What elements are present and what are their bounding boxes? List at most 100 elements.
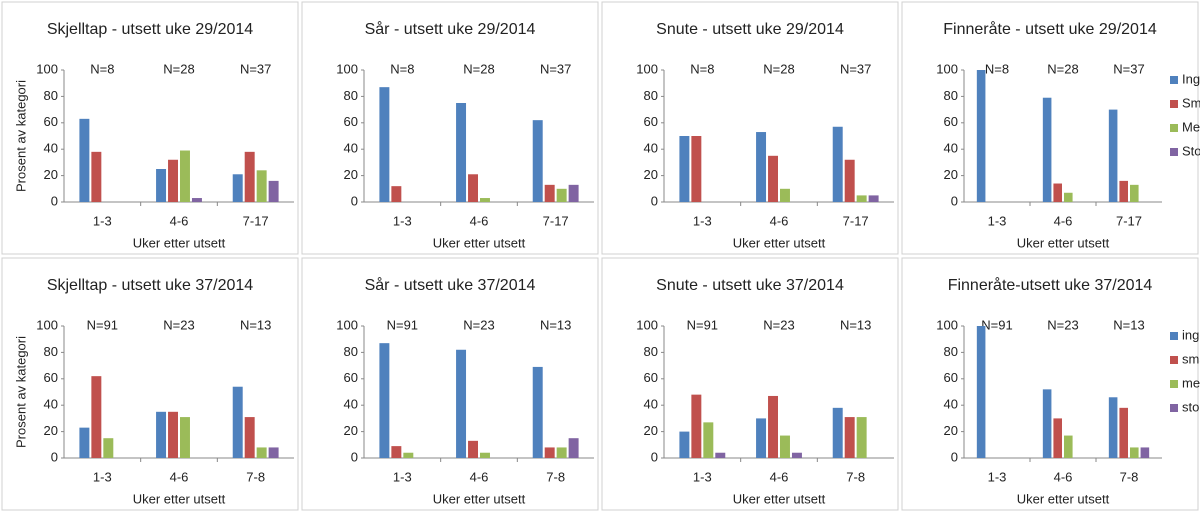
- bar: [391, 446, 402, 458]
- annotation: N=91: [981, 317, 1012, 332]
- bar: [1042, 97, 1052, 202]
- chart-title: Snute - utsett uke 37/2014: [656, 277, 844, 294]
- y-tick-label: 0: [351, 449, 358, 464]
- annotation: N=23: [163, 317, 194, 332]
- x-tick-label: 4-6: [1054, 469, 1073, 484]
- annotation: N=13: [1113, 317, 1144, 332]
- bar: [103, 438, 114, 458]
- panel: [301, 257, 599, 511]
- y-tick-label: 40: [644, 141, 658, 156]
- bar: [1064, 435, 1073, 458]
- panel: [901, 257, 1199, 511]
- bar: [232, 386, 243, 458]
- x-tick-label: 4-6: [770, 213, 789, 228]
- annotation: N=28: [1047, 61, 1078, 76]
- y-tick-label: 20: [344, 167, 358, 182]
- x-tick-label: 4-6: [470, 213, 489, 228]
- bar: [1053, 418, 1062, 458]
- bar: [1130, 447, 1139, 458]
- annotation: N=8: [985, 61, 1009, 76]
- x-axis-label: Uker etter utsett: [1017, 235, 1110, 250]
- y-tick-label: 80: [344, 344, 358, 359]
- chart-title: Finneråte-utsett uke 37/2014: [948, 276, 1153, 294]
- annotation: N=28: [463, 61, 494, 76]
- y-tick-label: 20: [44, 423, 58, 438]
- bar: [1119, 407, 1128, 458]
- chart-title: Sår - utsett uke 37/2014: [365, 276, 536, 294]
- x-axis-label: Uker etter utsett: [733, 491, 826, 506]
- y-tick-label: 60: [344, 370, 358, 385]
- bar: [756, 418, 767, 458]
- panel: [301, 1, 599, 255]
- x-tick-label: 1-3: [988, 469, 1007, 484]
- legend-swatch: [1170, 356, 1178, 364]
- bar: [244, 417, 255, 458]
- legend-swatch: [1170, 76, 1178, 84]
- y-tick-label: 40: [944, 141, 958, 156]
- bar: [780, 435, 790, 458]
- bar: [703, 422, 714, 458]
- bar: [856, 195, 867, 202]
- y-tick-label: 100: [36, 317, 58, 332]
- y-tick-label: 0: [51, 449, 58, 464]
- bar: [780, 188, 790, 202]
- y-tick-label: 40: [344, 397, 358, 412]
- bar: [1108, 109, 1118, 202]
- legend-label: medio: [1182, 375, 1200, 390]
- bar: [1119, 180, 1128, 202]
- annotation: N=13: [840, 317, 871, 332]
- y-tick-label: 60: [44, 114, 58, 129]
- bar: [532, 120, 543, 202]
- bar: [756, 132, 767, 202]
- legend-swatch: [1170, 148, 1178, 156]
- y-axis-label: Prosent av kategori: [13, 80, 28, 192]
- bar: [556, 447, 567, 458]
- bar: [691, 394, 702, 458]
- legend-label: Ingen: [1182, 71, 1200, 86]
- y-tick-label: 100: [636, 317, 658, 332]
- annotation: N=13: [540, 317, 571, 332]
- bar: [532, 366, 543, 458]
- panel: [601, 257, 899, 511]
- bar: [791, 452, 802, 458]
- legend-swatch: [1170, 404, 1178, 412]
- legend-swatch: [1170, 100, 1178, 108]
- x-tick-label: 4-6: [470, 469, 489, 484]
- annotation: N=37: [840, 61, 871, 76]
- y-tick-label: 60: [644, 114, 658, 129]
- bar: [844, 159, 855, 202]
- bar: [268, 180, 279, 202]
- annotation: N=28: [163, 61, 194, 76]
- y-tick-label: 40: [944, 397, 958, 412]
- x-axis-label: Uker etter utsett: [133, 491, 226, 506]
- chart-title: Snute - utsett uke 29/2014: [656, 21, 844, 38]
- y-tick-label: 20: [944, 167, 958, 182]
- bar: [156, 411, 167, 458]
- x-tick-label: 1-3: [93, 213, 112, 228]
- bar: [679, 136, 690, 202]
- bar: [79, 118, 90, 202]
- y-tick-label: 60: [44, 370, 58, 385]
- annotation: N=13: [240, 317, 271, 332]
- y-tick-label: 80: [344, 88, 358, 103]
- y-tick-label: 80: [644, 88, 658, 103]
- x-tick-label: 1-3: [988, 213, 1007, 228]
- y-tick-label: 40: [44, 141, 58, 156]
- bar: [556, 188, 567, 202]
- panel: [1, 257, 299, 511]
- chart-title: Sår - utsett uke 29/2014: [365, 20, 536, 38]
- x-tick-label: 7-17: [543, 213, 569, 228]
- y-tick-label: 40: [44, 397, 58, 412]
- bar: [256, 170, 267, 202]
- y-tick-label: 0: [651, 449, 658, 464]
- annotation: N=23: [763, 317, 794, 332]
- x-tick-label: 7-17: [1116, 213, 1142, 228]
- bar: [868, 195, 879, 202]
- y-tick-label: 20: [644, 167, 658, 182]
- x-tick-label: 7-8: [846, 469, 865, 484]
- y-tick-label: 80: [644, 344, 658, 359]
- y-tick-label: 60: [944, 114, 958, 129]
- bar: [1064, 192, 1073, 202]
- bar: [91, 151, 102, 202]
